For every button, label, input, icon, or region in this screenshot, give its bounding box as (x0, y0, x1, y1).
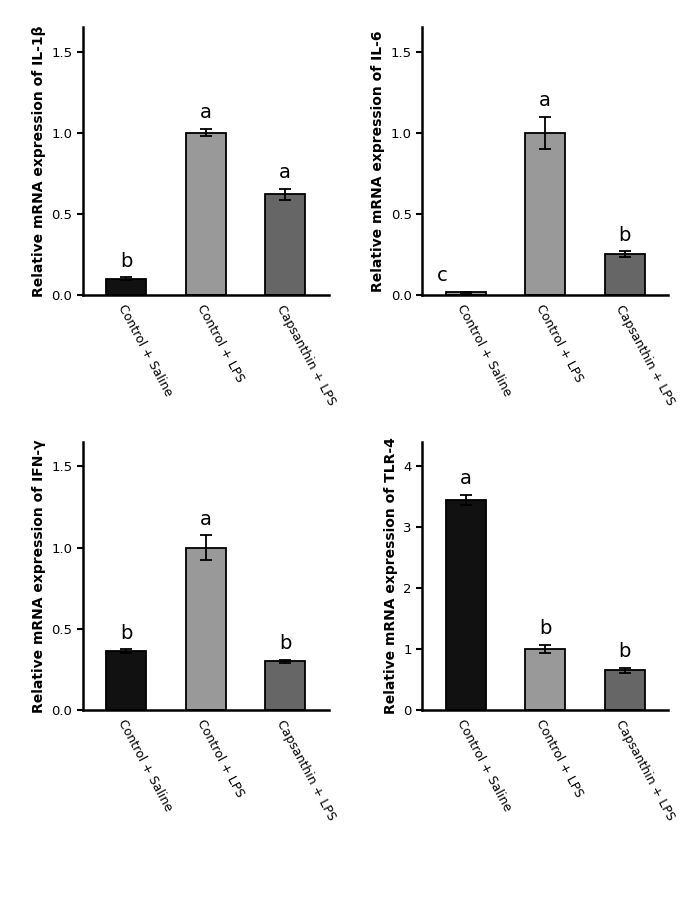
Text: a: a (200, 104, 212, 123)
Text: c: c (437, 266, 447, 285)
Bar (265, 662, 305, 710)
Text: b: b (120, 623, 132, 642)
Bar (107, 652, 146, 710)
Y-axis label: Relative mRNA expression of IL-6: Relative mRNA expression of IL-6 (371, 30, 385, 292)
Y-axis label: Relative mRNA expression of TLR-4: Relative mRNA expression of TLR-4 (384, 438, 398, 714)
Text: b: b (619, 642, 631, 662)
Bar (186, 133, 225, 295)
Bar (107, 278, 146, 295)
Y-axis label: Relative mRNA expression of IL-1β: Relative mRNA expression of IL-1β (32, 25, 45, 297)
Bar (526, 649, 565, 710)
Bar (446, 292, 486, 295)
Text: b: b (539, 620, 551, 638)
Bar (265, 195, 305, 295)
Bar (605, 255, 644, 295)
Text: a: a (279, 164, 291, 183)
Bar (526, 133, 565, 295)
Text: a: a (539, 91, 551, 110)
Y-axis label: Relative mRNA expression of IFN-γ: Relative mRNA expression of IFN-γ (32, 440, 45, 713)
Bar (186, 548, 225, 710)
Bar (446, 500, 486, 710)
Text: a: a (460, 469, 472, 488)
Text: b: b (279, 634, 291, 652)
Text: b: b (120, 252, 132, 271)
Text: a: a (200, 510, 212, 529)
Bar (605, 671, 644, 710)
Text: b: b (619, 226, 631, 245)
